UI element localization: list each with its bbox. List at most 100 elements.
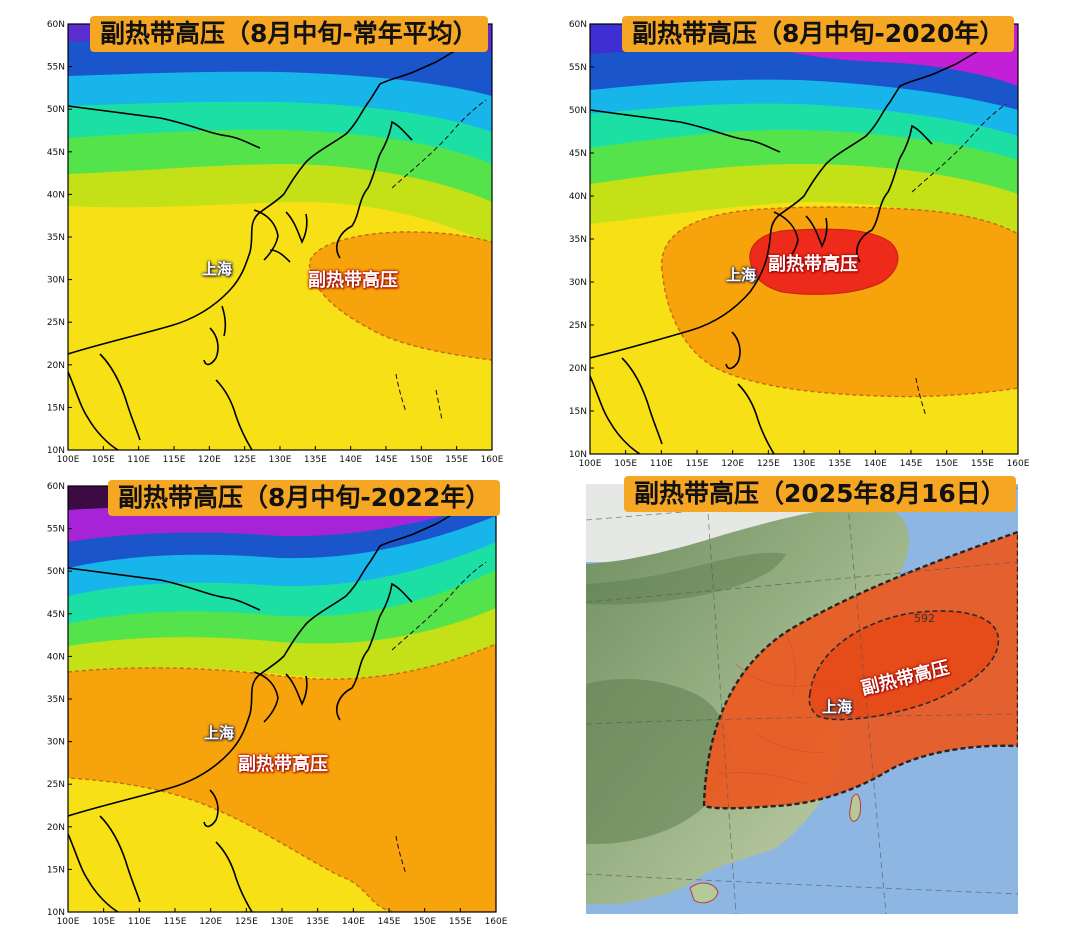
lon-tick-label: 135E	[306, 917, 329, 927]
lat-ticks: 60N 55N 50N 45N 40N 35N 30N 25N 20N 15N 10N	[569, 20, 594, 460]
lon-tick-label: 130E	[793, 459, 816, 469]
marine-lines	[911, 103, 1007, 417]
high-pressure-label: 副热带高压	[238, 754, 328, 775]
city-label-shanghai: 上海	[726, 266, 757, 284]
panel-title: 副热带高压（8月中旬-2022年）	[108, 480, 501, 516]
lat-tick-label: 55N	[47, 525, 65, 535]
lon-tick-label: 145E	[378, 917, 401, 927]
coastline	[68, 35, 481, 450]
lat-tick-label: 50N	[569, 106, 587, 116]
lon-tick-label: 155E	[971, 459, 994, 469]
lon-tick-label: 150E	[410, 455, 433, 465]
lat-tick-label: 40N	[47, 190, 65, 200]
map-panel-2020: 60N 55N 50N 45N 40N 35N 30N 25N 20N 15N 10N 100E 10…	[560, 14, 1030, 470]
lon-tick-label: 130E	[269, 455, 292, 465]
lon-ticks: 100E 105E 110E 115E 120E 125E 130E 135E 140E 145E…	[57, 908, 508, 927]
lon-tick-label: 135E	[828, 459, 851, 469]
contour-label-592: 592	[914, 612, 935, 625]
high-pressure-label: 副热带高压	[308, 270, 398, 291]
relief-dark	[586, 679, 730, 844]
lat-ticks: 60N 55N 50N 45N 40N 35N 30N 25N 20N 15N 10N	[47, 482, 72, 918]
lat-tick-label: 10N	[47, 446, 65, 456]
lat-tick-label: 60N	[47, 20, 65, 30]
coastline	[68, 497, 481, 912]
lat-tick-label: 50N	[47, 105, 65, 115]
lon-tick-label: 155E	[445, 455, 468, 465]
lat-tick-label: 15N	[47, 403, 65, 413]
lat-tick-label: 10N	[47, 908, 65, 918]
lon-tick-label: 120E	[199, 917, 222, 927]
lat-tick-label: 25N	[47, 780, 65, 790]
lon-tick-label: 140E	[342, 917, 365, 927]
lon-tick-label: 135E	[304, 455, 327, 465]
city-label-shanghai: 上海	[822, 698, 853, 716]
lon-tick-label: 140E	[864, 459, 887, 469]
lon-tick-label: 110E	[650, 459, 673, 469]
city-label-shanghai: 上海	[202, 260, 233, 278]
lon-tick-label: 120E	[198, 455, 221, 465]
lon-tick-label: 100E	[57, 917, 80, 927]
lat-tick-label: 10N	[569, 450, 587, 460]
lon-tick-label: 130E	[271, 917, 294, 927]
map-panel-2025-08-16: 592 副热带高压（2025年8月16日） 上海 副热带高压	[586, 476, 1018, 914]
island	[849, 793, 861, 822]
lon-tick-label: 115E	[686, 459, 709, 469]
coastline	[590, 37, 1001, 454]
lat-tick-label: 35N	[47, 233, 65, 243]
lon-tick-label: 120E	[721, 459, 744, 469]
panel-title: 副热带高压（2025年8月16日）	[624, 476, 1016, 512]
lon-tick-label: 105E	[92, 917, 115, 927]
lat-tick-label: 35N	[569, 235, 587, 245]
lat-tick-label: 15N	[47, 865, 65, 875]
map-canvas: 592	[586, 484, 1018, 914]
lon-tick-label: 100E	[57, 455, 80, 465]
lat-tick-label: 45N	[569, 149, 587, 159]
lat-tick-label: 55N	[569, 63, 587, 73]
lon-tick-label: 110E	[128, 917, 151, 927]
lon-tick-label: 150E	[935, 459, 958, 469]
lat-tick-label: 20N	[47, 823, 65, 833]
lat-tick-label: 60N	[569, 20, 587, 30]
lat-tick-label: 30N	[47, 738, 65, 748]
panel-title: 副热带高压（8月中旬-2020年）	[622, 16, 1015, 52]
lat-ticks: 60N 55N 50N 45N 40N 35N 30N 25N 20N 15N 10N	[47, 20, 72, 456]
lat-tick-label: 30N	[569, 278, 587, 288]
lon-tick-label: 160E	[1007, 459, 1030, 469]
lon-tick-label: 150E	[413, 917, 436, 927]
lon-tick-label: 140E	[339, 455, 362, 465]
lon-tick-label: 145E	[900, 459, 923, 469]
lat-tick-label: 35N	[47, 695, 65, 705]
lon-ticks: 100E 105E 110E 115E 120E 125E 130E 135E 140E 145E…	[579, 450, 1030, 469]
lat-tick-label: 40N	[47, 652, 65, 662]
lat-tick-label: 20N	[569, 364, 587, 374]
lon-tick-label: 125E	[235, 917, 258, 927]
lon-tick-label: 110E	[127, 455, 150, 465]
lat-tick-label: 25N	[47, 318, 65, 328]
high-zone	[68, 643, 496, 912]
lat-tick-label: 15N	[569, 407, 587, 417]
lon-tick-label: 125E	[233, 455, 256, 465]
lon-ticks: 100E 105E 110E 115E 120E 125E 130E 135E 140E 145E…	[57, 446, 504, 465]
lat-tick-label: 40N	[569, 192, 587, 202]
high-core	[749, 228, 899, 295]
lon-tick-label: 125E	[757, 459, 780, 469]
lat-tick-label: 20N	[47, 361, 65, 371]
lat-tick-label: 45N	[47, 610, 65, 620]
lon-tick-label: 155E	[449, 917, 472, 927]
island	[689, 882, 719, 904]
panel-title: 副热带高压（8月中旬-常年平均）	[90, 16, 488, 52]
lon-tick-label: 115E	[164, 917, 187, 927]
lon-tick-label: 105E	[92, 455, 115, 465]
high-pressure-label: 副热带高压	[768, 254, 858, 275]
map-panel-climatology: 60N 55N 50N 45N 40N 35N 30N 25N 20N 15N 10N 100E 10…	[40, 14, 510, 470]
lon-tick-label: 145E	[375, 455, 398, 465]
lat-tick-label: 60N	[47, 482, 65, 492]
marine-lines	[391, 561, 487, 875]
marine-lines	[391, 99, 487, 421]
high-zone	[308, 231, 492, 361]
lon-tick-label: 105E	[614, 459, 637, 469]
map-panel-2022: 60N 55N 50N 45N 40N 35N 30N 25N 20N 15N 10N 100E 10…	[40, 476, 510, 932]
